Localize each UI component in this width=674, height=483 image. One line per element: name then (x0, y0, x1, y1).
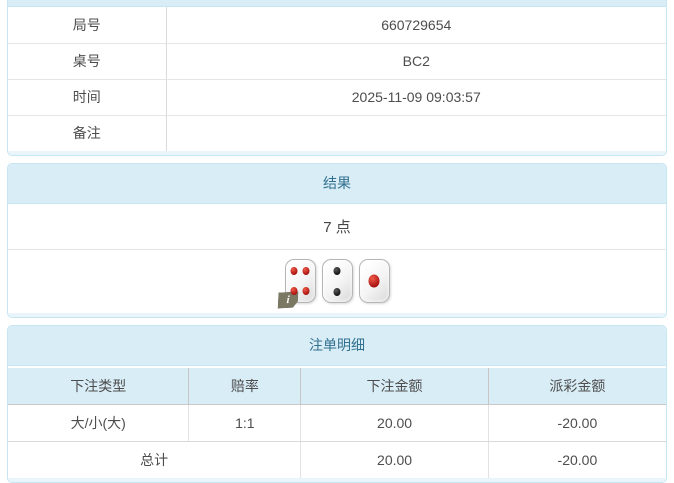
table-row: 备注 (8, 115, 666, 151)
payout-cell: -20.00 (487, 404, 666, 442)
die-1: i (285, 259, 316, 303)
bet-details-table: 下注类型 赔率 下注金额 派彩金额 大/小(大) 1:1 20.00 -20.0… (8, 368, 666, 478)
remark-value (166, 115, 666, 151)
game-info-heading (8, 0, 666, 7)
die-pip (290, 286, 298, 295)
result-points: 7 点 (8, 204, 666, 250)
table-row: 时间 2025-11-09 09:03:57 (8, 79, 666, 116)
table-id-value: BC2 (166, 43, 666, 80)
die-3 (358, 259, 390, 303)
remark-label: 备注 (8, 115, 167, 151)
panel-footer-strip (8, 478, 666, 482)
die-pip (290, 267, 298, 276)
result-panel: 结果 7 点 i (7, 163, 667, 318)
time-label: 时间 (8, 79, 167, 116)
round-id-label: 局号 (8, 7, 167, 44)
die-pip (368, 274, 380, 288)
total-label: 总计 (140, 451, 169, 468)
odds-cell: 1:1 (188, 404, 301, 442)
total-row: 总计 20.00 -20.00 (8, 441, 666, 478)
bet-details-panel: 注单明细 下注类型 赔率 下注金额 派彩金额 大/小(大) 1:1 20.00 … (7, 325, 667, 483)
panel-footer-strip (8, 151, 666, 155)
time-value: 2025-11-09 09:03:57 (166, 79, 666, 116)
dice-row: i (8, 250, 666, 313)
bet-type-cell: 大/小(大) (8, 404, 189, 442)
col-payout: 派彩金额 (487, 368, 666, 405)
table-row: 桌号 BC2 (8, 43, 666, 80)
col-bet-type: 下注类型 (8, 368, 189, 405)
bet-amount-cell: 20.00 (300, 404, 489, 442)
table-row: 局号 660729654 (8, 7, 666, 44)
die-pip (302, 286, 310, 295)
table-id-label: 桌号 (8, 43, 167, 80)
total-payout: -20.00 (487, 441, 666, 478)
round-id-value: 660729654 (166, 7, 666, 44)
game-info-table: 局号 660729654 桌号 BC2 时间 2025-11-09 09:03:… (8, 7, 666, 151)
die-pip (302, 267, 310, 276)
die-pip (333, 266, 341, 275)
total-bet-amount: 20.00 (300, 441, 489, 478)
col-odds: 赔率 (188, 368, 301, 405)
table-header-row: 下注类型 赔率 下注金额 派彩金额 (8, 368, 666, 405)
panel-footer-strip (8, 313, 666, 317)
table-row: 大/小(大) 1:1 20.00 -20.00 (8, 404, 666, 442)
die-2 (321, 259, 353, 303)
die-pip (333, 287, 341, 296)
col-bet-amount: 下注金额 (300, 368, 489, 405)
bet-details-heading: 注单明细 (8, 326, 666, 366)
result-heading: 结果 (8, 164, 666, 204)
game-info-panel: 局号 660729654 桌号 BC2 时间 2025-11-09 09:03:… (7, 0, 667, 156)
